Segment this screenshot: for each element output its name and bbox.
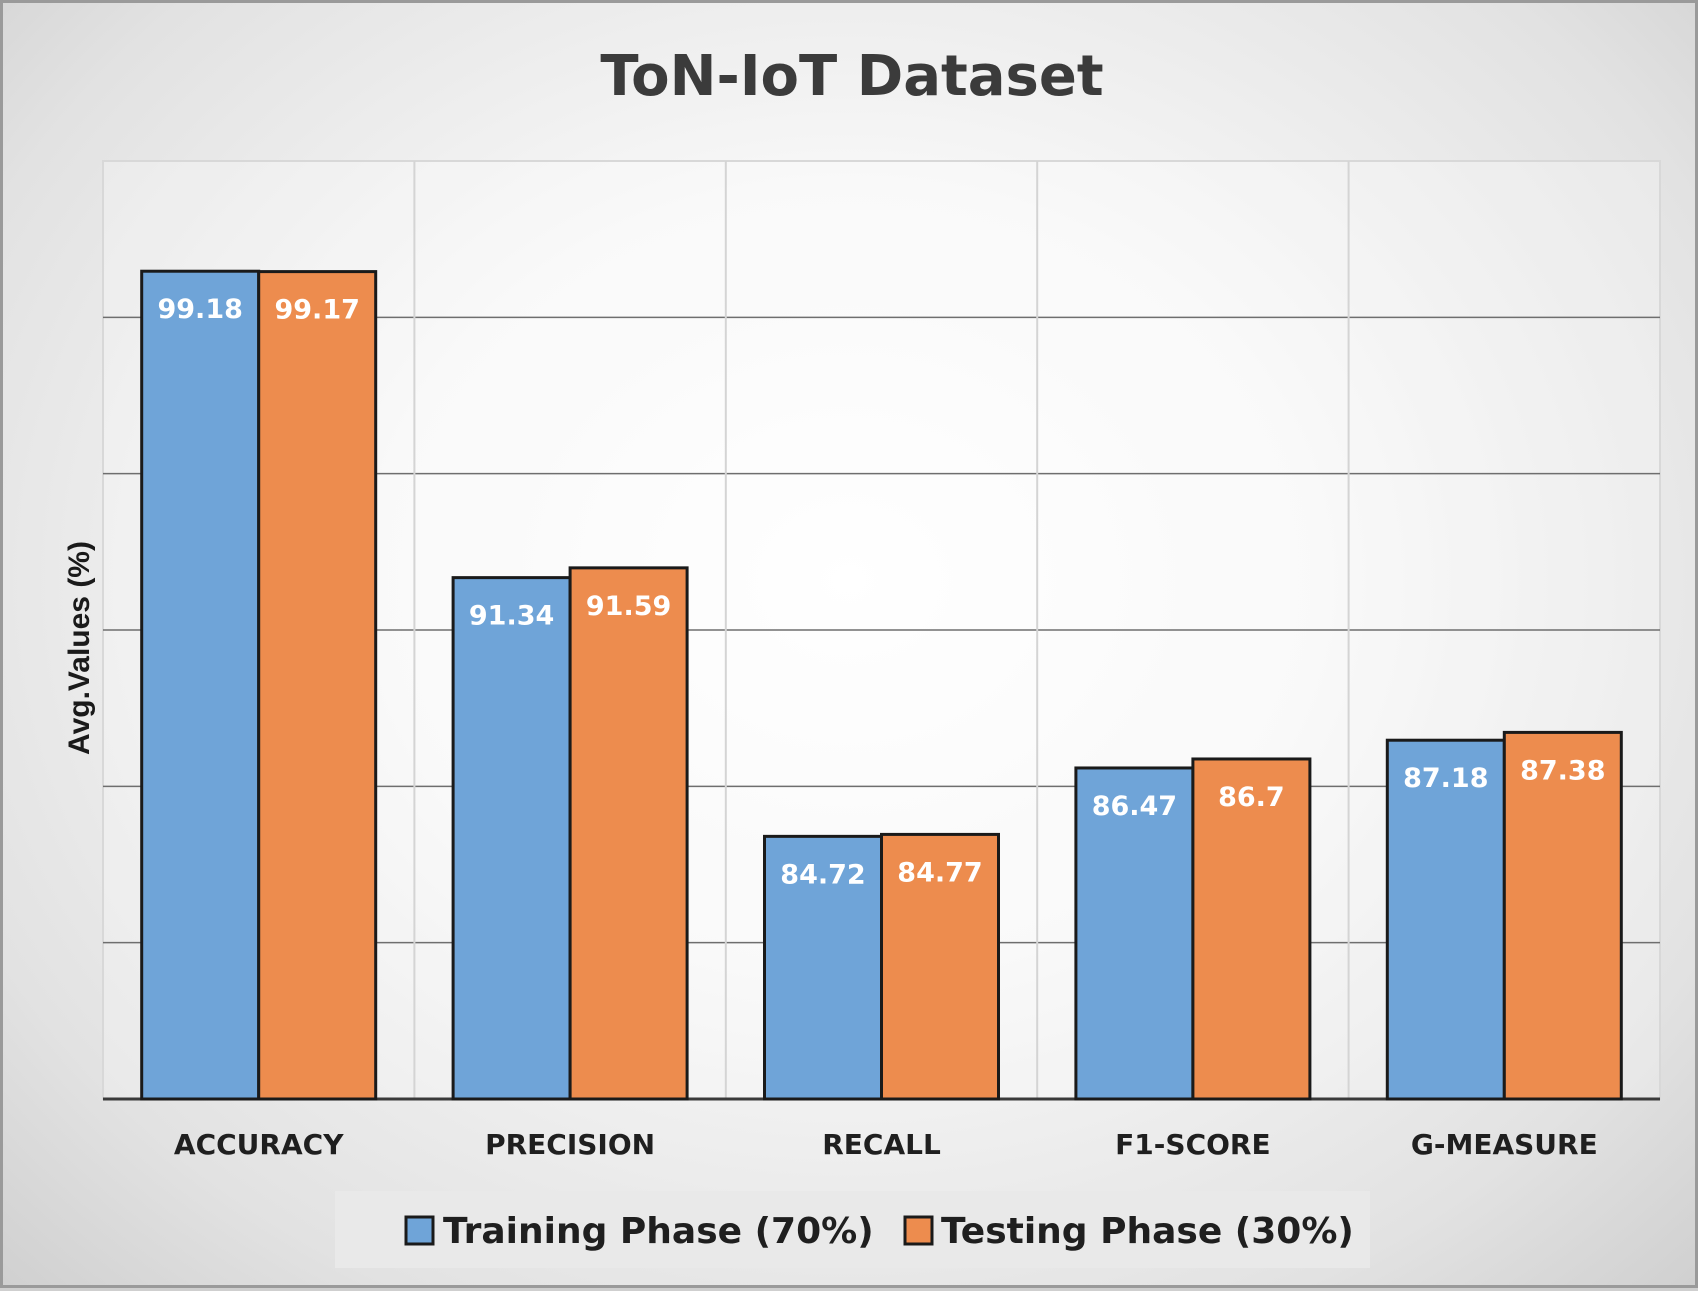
category-label-g-measure: G-MEASURE — [1411, 1128, 1598, 1161]
bars — [140, 269, 1623, 1101]
data-label-training-f1-score: 86.47 — [1092, 791, 1177, 822]
data-label-training-recall: 84.72 — [780, 859, 865, 890]
data-label-training-g-measure: 87.18 — [1403, 763, 1488, 794]
bar-testing-g-measure — [1502, 730, 1623, 1101]
category-labels: ACCURACY PRECISION RECALL F1-SCORE G-MEASURE — [174, 1128, 1598, 1161]
data-label-testing-g-measure: 87.38 — [1520, 755, 1605, 786]
bar-training-g-measure — [1385, 738, 1506, 1101]
legend-label-testing: Testing Phase (30%) — [941, 1211, 1354, 1252]
data-label-training-accuracy: 99.18 — [157, 294, 242, 325]
data-labels: 99.18 99.17 91.34 91.59 84.72 84.77 86.47 86.7 8… — [157, 294, 1605, 890]
category-label-recall: RECALL — [822, 1128, 941, 1161]
bar-testing-recall — [880, 832, 1000, 1101]
data-label-training-precision: 91.34 — [469, 601, 554, 632]
legend-swatch-training — [404, 1215, 435, 1246]
data-label-testing-recall: 84.77 — [897, 857, 982, 888]
bar-training-accuracy — [140, 269, 261, 1101]
bar-chart: 99.18 99.17 91.34 91.59 84.72 84.77 86.47 86.7 8… — [63, 44, 1661, 1268]
legend: Training Phase (70%) Testing Phase (30%) — [335, 1191, 1370, 1268]
y-axis-title: Avg.Values (%) — [63, 541, 96, 755]
legend-label-training: Training Phase (70%) — [443, 1211, 874, 1252]
data-label-testing-f1-score: 86.7 — [1218, 782, 1285, 813]
bar-training-recall — [763, 834, 883, 1101]
bar-testing-f1-score — [1191, 757, 1312, 1101]
data-label-testing-accuracy: 99.17 — [274, 295, 359, 326]
category-label-accuracy: ACCURACY — [174, 1128, 344, 1161]
legend-swatch-testing — [903, 1215, 934, 1246]
legend-box — [335, 1191, 1370, 1268]
chart-title: ToN-IoT Dataset — [600, 44, 1103, 109]
category-label-f1-score: F1-SCORE — [1115, 1128, 1270, 1161]
bar-testing-precision — [568, 566, 689, 1101]
data-label-testing-precision: 91.59 — [586, 591, 671, 622]
bar-testing-accuracy — [257, 270, 378, 1101]
bar-training-precision — [451, 576, 572, 1101]
category-label-precision: PRECISION — [485, 1128, 655, 1161]
